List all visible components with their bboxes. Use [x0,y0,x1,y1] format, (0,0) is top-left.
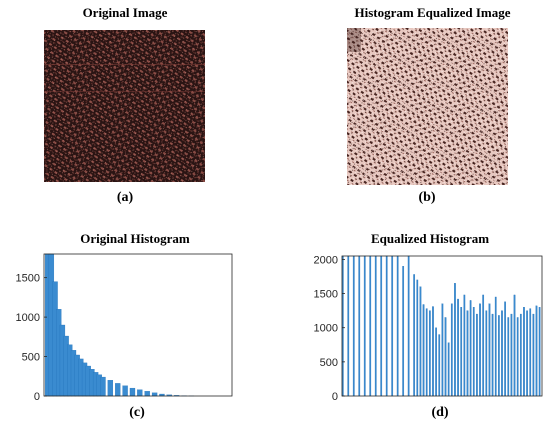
equalized-histogram-bar [469,300,472,397]
original-histogram-bar [144,391,150,397]
equalized-histogram-bar [519,313,522,397]
original-histogram-bar [129,387,136,397]
equalized-histogram-bar [488,303,491,397]
equalized-histogram-bar [479,303,481,397]
caption-b: (b) [418,190,436,205]
equalized-histogram-bar [363,255,366,397]
caption-a: (a) [116,190,134,205]
equalized-histogram-bar [491,313,494,397]
equalized-histogram-bar [444,317,447,397]
original-histogram-ytick-label: 1500 [16,273,40,285]
equalized-histogram-bar [407,255,410,397]
equalized-histogram-bar [391,255,394,397]
equalized-histogram-bar [504,301,506,397]
original-histogram-ytick-label: 500 [22,352,40,364]
equalized-histogram-bar [441,303,444,397]
equalized-histogram-bar [466,310,469,397]
equalized-histogram-bar [454,283,456,397]
equalized-histogram-bar [532,313,535,397]
equalized-histogram-axes-frame [341,255,543,397]
caption-d: (d) [431,405,449,420]
caption-c: (c) [129,405,145,420]
equalized-histogram-bar [463,294,466,397]
title-equalized-histogram: Equalized Histogram [370,231,490,246]
equalized-histogram-bar [428,310,431,397]
equalized-histogram-bar [380,255,383,397]
equalized-histogram-bar [460,307,463,397]
equalized-histogram-bar [485,310,488,397]
equalized-histogram-bar [374,255,377,397]
equalized-histogram-bar [396,255,399,397]
equalized-histogram-bar [402,266,405,397]
equalized-histogram-bar [438,334,441,397]
equalized-histogram-bar [482,294,485,397]
original-histogram-bar [100,376,106,397]
equalized-histogram-bar [347,255,350,397]
equalized-histogram-bar [358,255,361,397]
original-histogram-bar [151,392,158,397]
original-histogram-bar [137,389,143,397]
equalized-histogram-bar [516,317,519,397]
equalized-histogram-bar [450,303,453,397]
equalized-histogram-bar [513,294,516,397]
equalized-histogram-bar [507,317,510,397]
equalized-histogram-bar [538,307,541,397]
original-histogram-axes-frame [43,253,233,397]
equalized-histogram-ytick-label: 1500 [314,289,338,301]
equalized-histogram-ytick-label: 0 [332,391,338,403]
original-histogram-ytick-label: 0 [34,391,40,403]
equalized-histogram-bar [526,310,528,397]
original-histogram-chart: 0 500 1000 1500 [16,253,233,403]
equalized-histogram-bar [447,342,450,397]
equalized-histogram-ytick-label: 2000 [314,254,338,266]
equalized-histogram-bar [413,274,416,397]
equalized-image [347,28,508,185]
equalized-histogram-bar [385,255,388,397]
equalized-histogram-bar [476,313,478,397]
title-original-histogram: Original Histogram [80,231,190,246]
equalized-histogram-bar [510,313,513,397]
original-histogram-ytick-label: 1000 [16,312,40,324]
equalized-histogram-bar [352,255,355,397]
equalized-histogram-chart: 0 500 1000 1500 2000 [314,254,543,403]
equalized-histogram-ytick-label: 1000 [314,323,338,335]
equalized-histogram-bar [498,315,500,397]
equalized-histogram-bar [416,279,419,397]
original-image [44,30,205,182]
equalized-histogram-bar [435,327,437,397]
equalized-histogram-bar [501,310,503,397]
original-histogram-bar [115,383,121,397]
original-histogram-bar [107,380,113,397]
title-original-image: Original Image [82,5,168,20]
title-equalized-image: Histogram Equalized Image [354,5,511,20]
equalized-histogram-bar [422,304,425,397]
equalized-histogram-bar [529,308,532,397]
original-histogram-bar [122,385,128,397]
equalized-histogram-bar [419,286,422,397]
equalized-histogram-bar [494,296,497,397]
equalized-histogram-bar [472,307,475,397]
equalized-histogram-bar [369,255,372,397]
equalized-histogram-bar [425,308,428,397]
equalized-histogram-bar [523,307,525,397]
equalized-histogram-bar [535,305,538,397]
equalized-histogram-ytick-label: 500 [320,357,338,369]
equalized-histogram-bar [457,298,459,397]
equalized-histogram-bar [432,306,434,397]
